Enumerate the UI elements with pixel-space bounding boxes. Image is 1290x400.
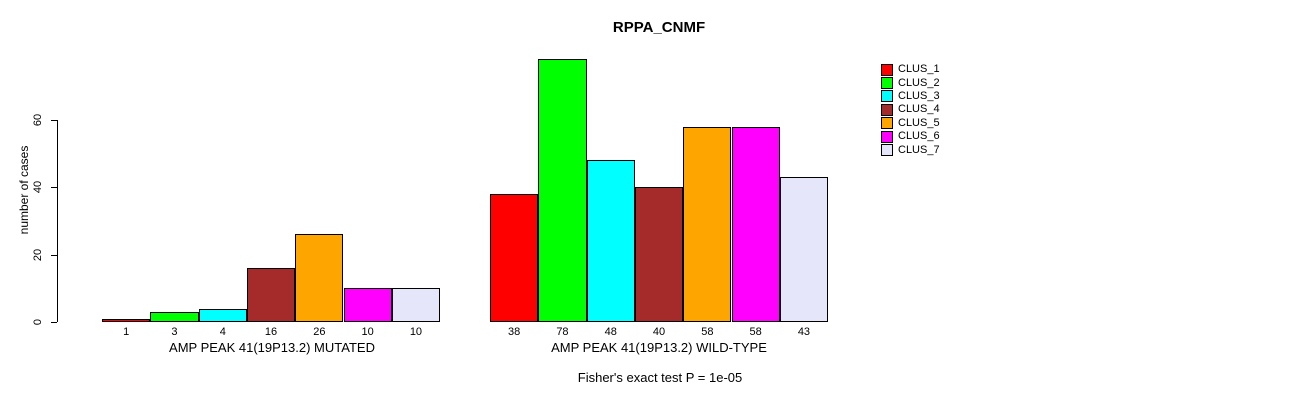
legend-label: CLUS_3 [898,89,940,102]
y-axis-title-text: number of cases [17,145,31,235]
bar-value-label: 10 [409,326,423,338]
legend-label: CLUS_1 [898,63,940,76]
legend-label: CLUS_6 [898,130,940,143]
legend-item: CLUS_6 [881,130,940,143]
bar-value-label: 48 [604,326,617,338]
bar-value-label: 40 [652,326,666,338]
legend-swatch-icon [881,144,893,157]
bar-value-label: 4 [219,326,226,338]
y-axis-line [57,120,58,322]
y-tick-label-text: 40 [32,181,44,194]
bar-clus_4-group0 [246,268,296,322]
footer-annotation: Fisher's exact test P = 1e-05 [577,370,743,385]
legend-item: CLUS_4 [881,103,940,116]
bar-value-label: 58 [701,326,714,338]
legend-label: CLUS_4 [898,103,940,116]
legend-swatch-icon [881,63,893,76]
legend-swatch-icon [881,77,893,90]
y-tick-label-text: 60 [32,113,44,127]
legend-item: CLUS_5 [881,117,940,130]
bar-value-label: 1 [123,326,130,338]
bar-clus_5-group1 [683,126,732,322]
bar-clus_4-group1 [634,187,684,322]
legend-swatch-icon [881,103,893,116]
chart-title: RPPA_CNMF [612,19,706,36]
bar-value-label: 16 [264,326,278,338]
y-tick-label-text: 0 [32,318,44,326]
bar-clus_7-group1 [779,177,829,322]
bar-value-label: 3 [171,326,178,338]
x-axis-label-wild-type: AMP PEAK 41(19P13.2) WILD-TYPE [551,340,767,355]
legend-item: CLUS_2 [881,76,940,90]
bar-clus_2-group1 [538,59,587,322]
bar-clus_6-group1 [731,126,780,322]
bar-clus_3-group0 [198,308,247,322]
bar-clus_5-group0 [295,234,344,322]
bar-value-label: 78 [556,326,569,338]
legend-item: CLUS_7 [881,143,940,157]
legend-item: CLUS_1 [881,63,940,76]
legend-item: CLUS_3 [881,90,940,103]
legend: CLUS_1 CLUS_2 CLUS_3 CLUS_4 CLUS_5 CLUS_6 CLUS… [881,63,940,157]
bar-value-label: 43 [797,326,811,338]
x-axis-label-mutated: AMP PEAK 41(19P13.2) MUTATED [169,340,375,355]
bar-clus_3-group1 [586,160,635,322]
legend-swatch-icon [881,117,893,130]
bar-clus_7-group0 [391,288,441,322]
bar-value-label: 26 [313,326,326,338]
bar-value-label: 10 [361,326,374,338]
bar-value-label: 38 [508,326,521,338]
legend-label: CLUS_7 [898,143,940,156]
bar-clus_1-group0 [102,318,151,322]
y-tick [51,254,57,256]
y-tick [51,322,57,323]
bar-clus_1-group1 [490,194,539,322]
legend-label: CLUS_2 [898,76,940,89]
legend-swatch-icon [881,130,893,143]
legend-label: CLUS_5 [898,116,940,129]
y-tick-label-text: 20 [32,248,44,261]
legend-swatch-icon [881,90,893,103]
bar-clus_2-group0 [150,311,199,322]
y-tick [51,120,57,121]
bar-clus_6-group0 [343,288,392,322]
bar-value-label: 58 [749,326,762,338]
y-tick [51,187,57,189]
